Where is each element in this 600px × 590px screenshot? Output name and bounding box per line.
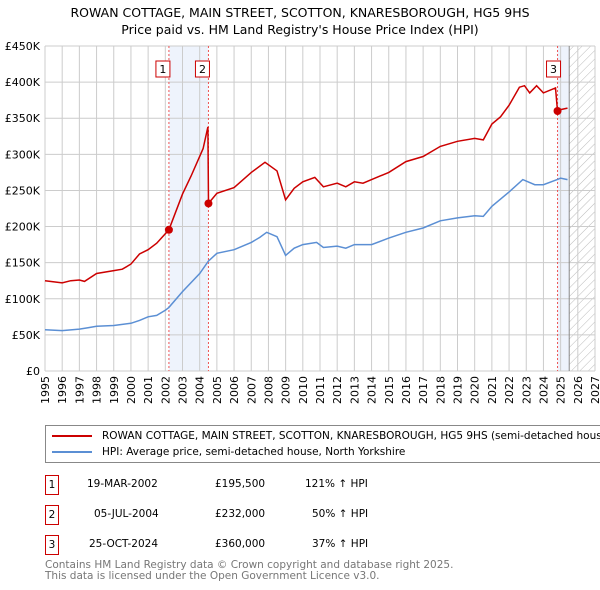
sale-hpi: 37% ↑ HPI [312,538,369,550]
sale-label-box [155,60,171,78]
sale-row: 3 25-OCT-2024 £360,000 37% ↑ HPI [45,535,445,555]
sale-label-box [546,60,562,78]
footer-line: This data is licensed under the Open Gov… [45,570,380,582]
sale-row: 1 19-MAR-2002 £195,500 121% ↑ HPI [45,475,445,495]
y-tick-label: £350K [5,112,41,125]
sale-row: 2 05-JUL-2004 £232,000 50% ↑ HPI [45,505,445,525]
legend-red-line [52,435,92,437]
x-tick-label: 2007 [245,376,258,404]
y-tick-label: £200K [5,221,41,234]
x-tick-label: 2001 [142,376,155,404]
shaded-range [557,46,570,371]
footer: Contains HM Land Registry data © Crown c… [45,560,453,582]
sale-date: 05-JUL-2004 [94,508,159,520]
x-tick-label: 2024 [537,376,550,404]
x-tick-label: 2018 [434,376,447,404]
sale-price: £195,500 [215,478,266,490]
sale-label: 2 [199,63,206,76]
x-tick-label: 2002 [159,376,172,404]
title-line: ROWAN COTTAGE, MAIN STREET, SCOTTON, KNA… [70,5,530,20]
x-tick-label: 2021 [486,376,499,404]
legend-hpi-label: HPI: Average price, semi-detached house,… [102,446,406,458]
x-tick-label: 2013 [348,376,361,404]
y-tick-label: £50K [12,329,41,342]
x-tick-label: 1999 [108,376,121,404]
legend-blue-line [52,451,92,453]
x-tick-label: 1996 [56,376,69,404]
x-tick-label: 2003 [177,376,190,404]
x-tick-label: 1995 [39,376,52,404]
chart-title: ROWAN COTTAGE, MAIN STREET, SCOTTON, KNA… [0,4,600,38]
shaded-range [168,46,209,371]
sale-point [164,225,173,234]
property-line [44,84,568,284]
sale-hpi: 121% ↑ HPI [305,478,368,490]
y-tick-label: £150K [5,257,41,270]
x-tick-label: 2016 [400,376,413,404]
footer-line: Contains HM Land Registry data © Crown c… [45,559,454,571]
sale-label-box [194,60,210,78]
y-tick-label: £300K [5,148,41,161]
sale-label: 1 [159,63,166,76]
legend-property-label: ROWAN COTTAGE, MAIN STREET, SCOTTON, KNA… [102,430,600,442]
y-tick-label: £250K [5,184,41,197]
sale-marker: 2 [45,505,59,525]
price-chart: 1995 1996 1997 1998 1999 2000 2001 2002 2003 2004… [5,40,600,404]
x-tick-label: 2023 [520,376,533,404]
sale-price: £360,000 [215,538,266,550]
x-tick-label: 2019 [452,376,465,404]
sale-point [204,199,213,208]
sale-date: 25-OCT-2024 [89,538,158,550]
sale-label: 3 [550,63,557,76]
sale-date: 19-MAR-2002 [87,478,158,490]
x-tick-label: 2015 [383,376,396,404]
subtitle-line: Price paid vs. HM Land Registry's House … [121,22,479,37]
x-tick-label: 2009 [280,376,293,404]
legend: ROWAN COTTAGE, MAIN STREET, SCOTTON, KNA… [45,425,600,463]
x-tick-label: 2004 [194,376,207,404]
sale-price: £232,000 [215,508,266,520]
x-tick-label: 2010 [297,376,310,404]
sale-point [553,107,562,115]
x-tick-label: 2014 [366,376,379,404]
x-tick-label: 2012 [331,376,344,404]
y-tick-label: £400K [5,76,41,89]
sale-marker: 1 [45,475,59,495]
hpi-line [44,177,568,332]
y-tick-label: £0 [26,365,40,378]
forecast-hatch [569,46,595,371]
x-tick-label: 1997 [73,376,86,404]
sale-marker: 3 [45,535,59,555]
y-tick-label: £100K [5,293,41,306]
x-tick-label: 2000 [125,376,138,404]
x-tick-label: 2008 [262,376,275,404]
x-tick-label: 2022 [503,376,516,404]
sale-hpi: 50% ↑ HPI [312,508,369,520]
x-tick-label: 2025 [555,376,568,404]
y-tick-label: £450K [5,40,41,53]
x-tick-label: 2027 [589,376,600,404]
x-tick-label: 2020 [469,376,482,404]
x-tick-label: 2006 [228,376,241,404]
x-tick-label: 2017 [417,376,430,404]
x-tick-label: 2011 [314,376,327,404]
x-tick-label: 2026 [572,376,585,404]
x-tick-label: 1998 [91,376,104,404]
x-tick-label: 2005 [211,376,224,404]
